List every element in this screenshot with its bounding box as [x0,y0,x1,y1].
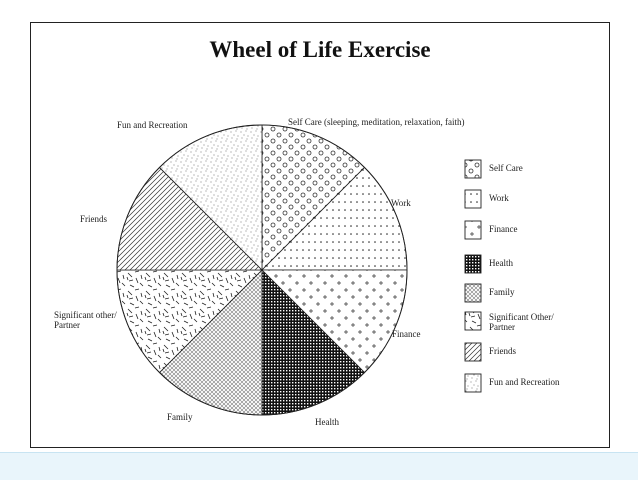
legend-swatch-health [464,254,482,274]
page-title: Wheel of Life Exercise [209,37,431,62]
legend-swatch-family [464,283,482,303]
label-friends: Friends [80,214,107,224]
label-finance: Finance [392,329,421,339]
label-self-care: Self Care (sleeping, meditation, relaxat… [288,117,465,127]
label-work: Work [391,198,411,208]
legend-label-health: Health [489,258,513,268]
legend-swatch-work [464,189,482,209]
bottom-bar [0,452,638,480]
label-significant-other: Significant other/ Partner [54,310,117,330]
legend-label-friends: Friends [489,346,516,356]
legend-label-finance: Finance [489,224,518,234]
legend-label-family: Family [489,287,515,297]
legend-label-work: Work [489,193,509,203]
legend-swatch-finance [464,220,482,240]
legend-swatch-fun-recreation [464,373,482,393]
legend-label-significant-other: Significant Other/ Partner [489,312,554,332]
label-significant-other-line2: Partner [54,320,80,330]
legend-swatch-friends [464,342,482,362]
label-fun-recreation: Fun and Recreation [117,120,188,130]
label-health: Health [315,417,339,427]
pie-outline [116,124,408,416]
legend-label-self-care: Self Care [489,163,523,173]
legend-swatch-significant-other [464,311,482,331]
legend-swatch-self-care [464,159,482,179]
legend-label-significant-other-line2: Partner [489,322,515,332]
legend-label-significant-other-line1: Significant Other/ [489,312,554,322]
label-significant-other-line1: Significant other/ [54,310,117,320]
label-family: Family [167,412,193,422]
legend-label-fun-recreation: Fun and Recreation [489,377,560,387]
